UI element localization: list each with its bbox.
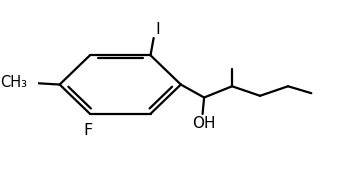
Text: CH₃: CH₃ — [0, 75, 27, 90]
Text: OH: OH — [193, 116, 216, 131]
Text: I: I — [155, 22, 160, 37]
Text: F: F — [84, 123, 93, 138]
